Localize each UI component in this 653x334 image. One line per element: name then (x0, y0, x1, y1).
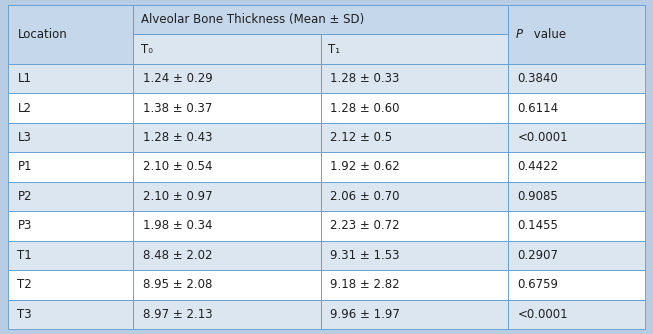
Text: 0.1455: 0.1455 (518, 219, 558, 232)
Text: 9.96 ± 1.97: 9.96 ± 1.97 (330, 308, 400, 321)
Bar (133, 182, 321, 211)
Text: 2.12 ± 0.5: 2.12 ± 0.5 (330, 131, 392, 144)
Bar (508, 211, 645, 240)
Text: 0.3840: 0.3840 (518, 72, 558, 85)
Bar (133, 211, 321, 240)
Text: 1.28 ± 0.60: 1.28 ± 0.60 (330, 102, 400, 115)
Bar (321, 211, 508, 240)
Text: 9.31 ± 1.53: 9.31 ± 1.53 (330, 249, 400, 262)
Text: T3: T3 (18, 308, 32, 321)
Bar (321, 300, 508, 329)
Text: T₁: T₁ (328, 43, 340, 56)
Text: 9.18 ± 2.82: 9.18 ± 2.82 (330, 278, 400, 291)
Text: L2: L2 (18, 102, 31, 115)
Bar (133, 34, 321, 64)
Bar (508, 123, 645, 152)
Text: P2: P2 (18, 190, 32, 203)
Bar (133, 64, 321, 94)
Text: P3: P3 (18, 219, 32, 232)
Bar (133, 270, 321, 300)
Text: 1.24 ± 0.29: 1.24 ± 0.29 (143, 72, 213, 85)
Bar (508, 240, 645, 270)
Bar (133, 94, 321, 123)
Bar (133, 240, 321, 270)
Text: T1: T1 (18, 249, 32, 262)
Bar (508, 270, 645, 300)
Bar (321, 123, 508, 152)
Bar (8, 123, 133, 152)
Bar (321, 240, 508, 270)
Bar (8, 64, 133, 94)
Text: 8.95 ± 2.08: 8.95 ± 2.08 (143, 278, 212, 291)
Text: 1.28 ± 0.43: 1.28 ± 0.43 (143, 131, 212, 144)
Bar (508, 5, 645, 64)
Text: T2: T2 (18, 278, 32, 291)
Text: 2.23 ± 0.72: 2.23 ± 0.72 (330, 219, 400, 232)
Text: 8.97 ± 2.13: 8.97 ± 2.13 (143, 308, 213, 321)
Bar (321, 34, 508, 64)
Bar (508, 94, 645, 123)
Bar (508, 152, 645, 182)
Text: L1: L1 (18, 72, 31, 85)
Text: Location: Location (18, 28, 67, 41)
Text: <0.0001: <0.0001 (518, 308, 568, 321)
Text: 2.10 ± 0.54: 2.10 ± 0.54 (143, 161, 212, 173)
Bar (133, 123, 321, 152)
Bar (321, 182, 508, 211)
Text: Alveolar Bone Thickness (Mean ± SD): Alveolar Bone Thickness (Mean ± SD) (141, 13, 364, 26)
Text: P1: P1 (18, 161, 32, 173)
Text: T₀: T₀ (141, 43, 153, 56)
Text: 1.98 ± 0.34: 1.98 ± 0.34 (143, 219, 212, 232)
Bar (321, 94, 508, 123)
Bar (508, 300, 645, 329)
Bar (8, 270, 133, 300)
Text: 0.2907: 0.2907 (518, 249, 559, 262)
Bar (508, 182, 645, 211)
Bar (8, 152, 133, 182)
Bar (8, 182, 133, 211)
Bar (8, 240, 133, 270)
Text: 1.38 ± 0.37: 1.38 ± 0.37 (143, 102, 212, 115)
Text: L3: L3 (18, 131, 31, 144)
Bar (8, 211, 133, 240)
Text: <0.0001: <0.0001 (518, 131, 568, 144)
Text: 2.10 ± 0.97: 2.10 ± 0.97 (143, 190, 213, 203)
Text: 8.48 ± 2.02: 8.48 ± 2.02 (143, 249, 212, 262)
Text: 0.9085: 0.9085 (518, 190, 558, 203)
Bar (8, 94, 133, 123)
Bar (321, 64, 508, 94)
Text: P: P (516, 28, 523, 41)
Bar (508, 64, 645, 94)
Text: 1.92 ± 0.62: 1.92 ± 0.62 (330, 161, 400, 173)
Bar (133, 300, 321, 329)
Text: 0.6759: 0.6759 (518, 278, 559, 291)
Bar (133, 152, 321, 182)
Text: value: value (530, 28, 566, 41)
Text: 0.4422: 0.4422 (518, 161, 559, 173)
Text: 2.06 ± 0.70: 2.06 ± 0.70 (330, 190, 400, 203)
Text: 0.6114: 0.6114 (518, 102, 559, 115)
Bar (8, 5, 133, 64)
Bar (133, 5, 508, 34)
Bar (8, 300, 133, 329)
Bar (321, 152, 508, 182)
Bar (321, 270, 508, 300)
Text: 1.28 ± 0.33: 1.28 ± 0.33 (330, 72, 400, 85)
